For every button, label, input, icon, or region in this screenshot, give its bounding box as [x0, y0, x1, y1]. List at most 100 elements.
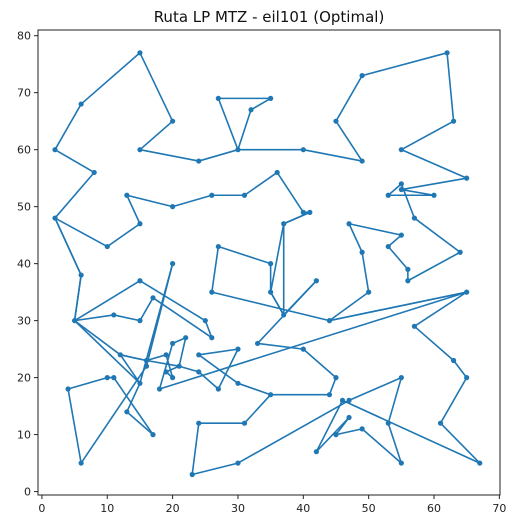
route-segment [119, 354, 141, 385]
route-segment [145, 354, 167, 362]
route-point [235, 460, 241, 466]
route-point [405, 278, 411, 284]
route-segment [400, 148, 468, 179]
route-segment [217, 245, 272, 265]
route-segment [165, 354, 174, 379]
route-point [398, 186, 404, 193]
x-tick-label: 50 [362, 502, 376, 515]
x-tick-label: 20 [166, 502, 180, 515]
route-point [437, 420, 444, 426]
route-point [411, 323, 417, 329]
route-point [398, 181, 404, 187]
route-point [170, 204, 176, 210]
route-segment [243, 393, 272, 425]
route-segment [348, 222, 363, 254]
y-tick-label: 60 [17, 144, 31, 157]
route-point [398, 460, 404, 466]
route-segment [269, 222, 285, 293]
route-lines [54, 51, 481, 476]
route-point [196, 352, 202, 358]
route-segment [54, 171, 95, 219]
route-point [385, 420, 391, 426]
route-segment [73, 319, 122, 356]
route-segment [243, 171, 278, 197]
route-segment [400, 120, 455, 151]
route-point [359, 426, 365, 432]
route-point [359, 72, 365, 79]
route-point [124, 192, 130, 198]
route-segment [315, 416, 350, 453]
route-point [333, 118, 339, 124]
route-point [215, 95, 221, 101]
route-point [71, 318, 78, 324]
route-point [477, 460, 483, 466]
route-segment [126, 194, 141, 225]
route-point [52, 147, 58, 153]
route-segment [139, 262, 174, 385]
route-points [52, 50, 483, 478]
route-segment [413, 291, 468, 328]
route-point [189, 471, 195, 478]
route-segment [256, 342, 305, 350]
route-segment [302, 348, 337, 379]
route-segment [80, 365, 148, 464]
route-point [209, 192, 215, 198]
route-point [346, 397, 352, 403]
route-segment [54, 103, 82, 151]
route-point [346, 221, 352, 227]
route-point [163, 369, 169, 375]
route-segment [191, 422, 200, 476]
route-segment [315, 399, 344, 453]
route-segment [302, 148, 363, 162]
route-point [196, 158, 202, 164]
route-segment [237, 399, 350, 464]
route-point [52, 215, 58, 221]
route-point [451, 118, 457, 124]
y-tick-label: 10 [17, 429, 31, 442]
route-segment [282, 211, 311, 225]
plot-area-frame [37, 29, 501, 496]
route-point [300, 346, 306, 352]
route-segment [54, 217, 109, 248]
route-segment [73, 314, 115, 322]
route-point [431, 192, 437, 198]
route-point [326, 318, 333, 324]
route-point [326, 392, 333, 398]
route-point [104, 243, 110, 250]
route-segment [119, 354, 148, 362]
route-segment [178, 336, 187, 368]
route-segment [113, 314, 141, 322]
route-point [398, 232, 404, 238]
route-point [215, 386, 221, 392]
route-point [150, 432, 156, 438]
route-point [196, 369, 202, 375]
route-segment [328, 291, 370, 322]
route-point [405, 266, 411, 272]
route-segment [197, 354, 239, 385]
route-segment [139, 148, 200, 162]
route-point [137, 318, 143, 324]
route-segment [439, 422, 481, 464]
route-segment [191, 462, 239, 476]
route-point [78, 272, 84, 278]
route-point [235, 147, 241, 153]
route-point [111, 375, 117, 381]
route-segment [348, 222, 403, 236]
x-tick-label: 60 [427, 502, 441, 515]
x-tick-label: 10 [100, 502, 114, 515]
route-point [202, 318, 208, 324]
y-tick-label: 30 [17, 315, 31, 328]
route-point [78, 101, 84, 107]
route-point [235, 380, 241, 386]
y-tick-label: 80 [17, 30, 31, 43]
route-point [281, 312, 287, 318]
route-point [143, 363, 150, 369]
route-point [196, 420, 202, 426]
route-segment [211, 245, 220, 293]
route-segment [387, 245, 409, 271]
route-point [457, 249, 463, 255]
x-tick-label: 0 [38, 502, 45, 515]
route-point [346, 414, 352, 421]
route-point [163, 352, 169, 358]
